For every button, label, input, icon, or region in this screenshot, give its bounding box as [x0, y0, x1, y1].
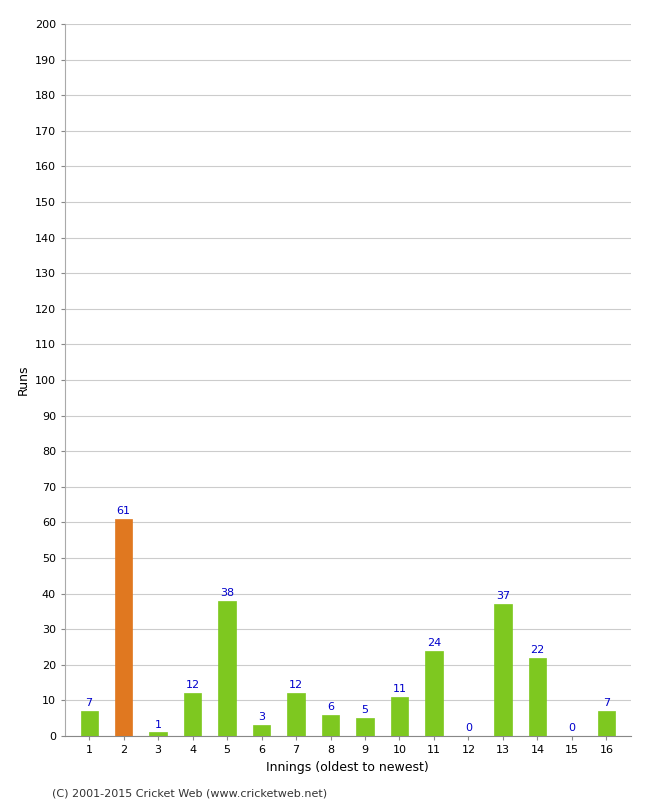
- Bar: [391, 697, 408, 736]
- Text: 5: 5: [361, 706, 369, 715]
- Text: 12: 12: [289, 681, 303, 690]
- Text: 3: 3: [258, 713, 265, 722]
- Text: 22: 22: [530, 645, 545, 655]
- Text: 7: 7: [603, 698, 610, 708]
- Text: 37: 37: [496, 591, 510, 602]
- Y-axis label: Runs: Runs: [16, 365, 29, 395]
- Text: 1: 1: [155, 719, 162, 730]
- Text: 38: 38: [220, 588, 234, 598]
- Text: 7: 7: [86, 698, 93, 708]
- Text: 6: 6: [327, 702, 334, 712]
- Text: 24: 24: [427, 638, 441, 648]
- Bar: [322, 714, 339, 736]
- Text: 61: 61: [116, 506, 131, 516]
- Bar: [598, 711, 615, 736]
- Bar: [356, 718, 374, 736]
- Bar: [184, 694, 202, 736]
- Bar: [494, 604, 512, 736]
- Bar: [115, 519, 132, 736]
- Text: 0: 0: [568, 723, 575, 733]
- Bar: [425, 650, 443, 736]
- Bar: [287, 694, 305, 736]
- Text: 12: 12: [185, 681, 200, 690]
- Bar: [81, 711, 98, 736]
- X-axis label: Innings (oldest to newest): Innings (oldest to newest): [266, 761, 429, 774]
- Bar: [150, 733, 166, 736]
- Bar: [529, 658, 546, 736]
- Bar: [253, 726, 270, 736]
- Text: 0: 0: [465, 723, 472, 733]
- Bar: [218, 601, 236, 736]
- Text: (C) 2001-2015 Cricket Web (www.cricketweb.net): (C) 2001-2015 Cricket Web (www.cricketwe…: [52, 788, 327, 798]
- Text: 11: 11: [393, 684, 406, 694]
